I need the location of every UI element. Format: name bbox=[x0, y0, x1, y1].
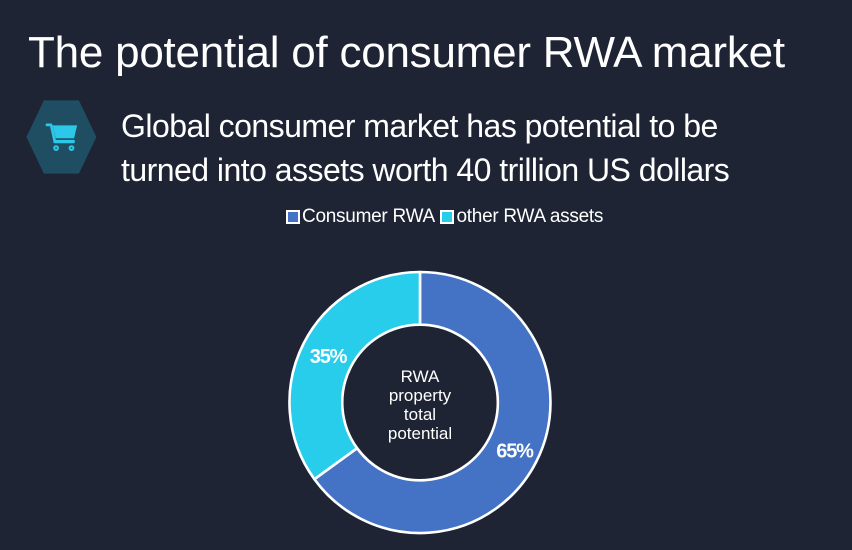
svg-text:35%: 35% bbox=[310, 346, 348, 368]
svg-text:65%: 65% bbox=[496, 440, 534, 462]
